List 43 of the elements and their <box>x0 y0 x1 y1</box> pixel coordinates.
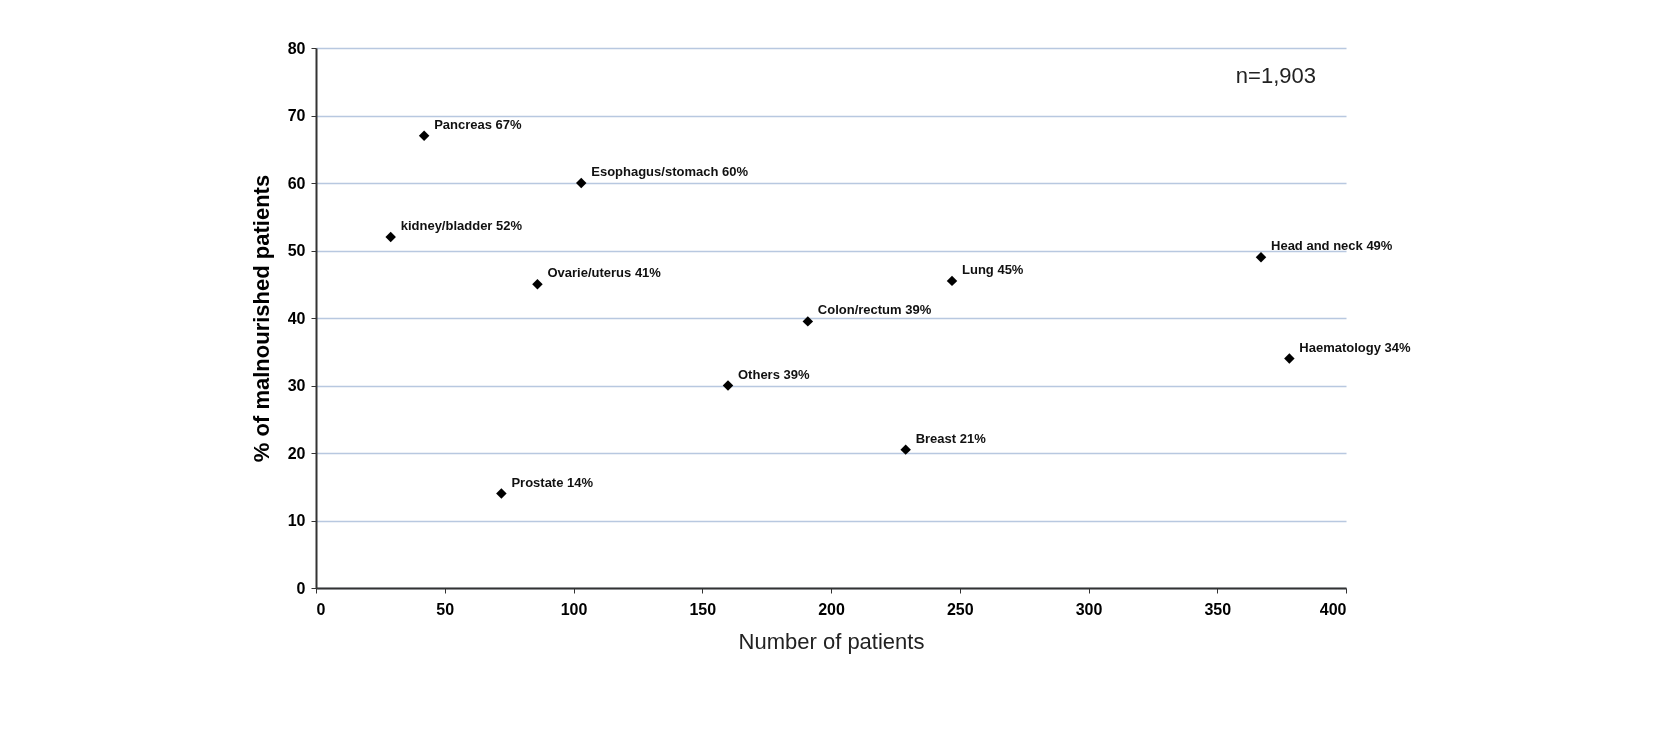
x-axis-title: Number of patients <box>738 628 925 654</box>
annotation: Prostate 14% <box>511 474 594 490</box>
point <box>496 488 507 499</box>
point <box>532 279 543 290</box>
annotation: Head and neck 49% <box>1271 238 1393 254</box>
point <box>575 177 587 189</box>
point <box>418 130 430 141</box>
y-tick-label: 80 <box>287 39 306 57</box>
point <box>900 444 911 455</box>
y-tick-label: 70 <box>287 107 306 124</box>
x-tick-label: 150 <box>689 600 717 618</box>
annotation: Lung 45% <box>962 261 1024 277</box>
point <box>802 316 814 327</box>
x-tick-label: 100 <box>560 600 588 618</box>
y-tick-label: 0 <box>296 579 306 597</box>
y-tick-label: 60 <box>287 174 306 192</box>
annotation: kidney/bladder 52% <box>400 218 523 233</box>
y-tick-label: 40 <box>287 309 306 327</box>
x-tick-label: 300 <box>1075 600 1103 618</box>
annotation: n=1,903 <box>1235 63 1316 88</box>
point <box>946 275 958 287</box>
y-tick-label: 30 <box>287 377 306 394</box>
annotation: Pancreas 67% <box>434 116 523 132</box>
x-tick-label: 50 <box>436 600 455 618</box>
y-tick-label: 10 <box>287 512 306 529</box>
x-tick-label: 200 <box>818 600 845 618</box>
x-tick-label: 350 <box>1204 600 1232 618</box>
point <box>722 380 734 391</box>
x-tick-label: 250 <box>946 600 974 618</box>
x-tick-label: 0 <box>316 600 326 618</box>
point <box>1284 353 1295 364</box>
annotation: Esophagus/stomach 60% <box>591 164 749 179</box>
point <box>385 231 396 243</box>
annotation: Breast 21% <box>915 430 987 446</box>
annotation: Colon/rectum 39% <box>817 302 932 318</box>
annotation: Others 39% <box>738 366 810 382</box>
annotation: Ovarie/uterus 41% <box>547 265 662 281</box>
point <box>1255 252 1267 263</box>
y-axis-title: % of malnourished patients <box>248 174 274 463</box>
y-tick-label: 50 <box>287 242 306 259</box>
y-tick-label: 20 <box>287 444 306 462</box>
annotation: Haematology 34% <box>1299 339 1412 355</box>
x-tick-label: 400 <box>1319 600 1347 618</box>
